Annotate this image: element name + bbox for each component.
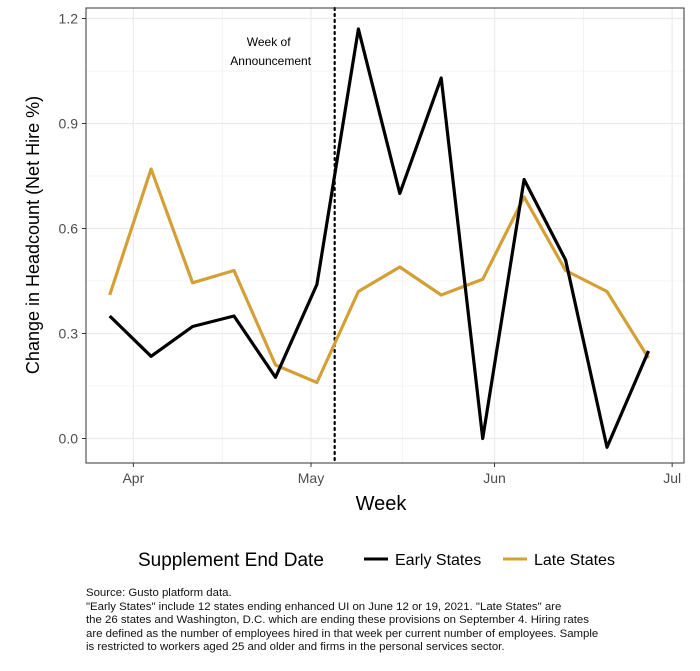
- series-line-early-states: [108, 27, 650, 449]
- x-tick-label: Jul: [663, 470, 681, 486]
- plot-panel-border: [85, 7, 685, 464]
- y-axis: 0.0 0.3 0.6 0.9 1.2: [59, 11, 86, 447]
- x-tick-label: Jun: [483, 470, 506, 486]
- legend: Supplement End Date Early States Late St…: [138, 550, 615, 571]
- announcement-marker: Week of Announcement: [230, 6, 336, 465]
- caption-line: "Early States" include 12 states ending …: [86, 600, 562, 613]
- y-tick-label: 0.3: [59, 326, 79, 342]
- x-tick-label: Apr: [122, 470, 144, 486]
- x-tick-label: May: [298, 470, 324, 486]
- line-chart: Week of Announcement 0.0 0.3 0.6 0.9 1.2 Apr M…: [23, 6, 685, 571]
- legend-label-late: Late States: [534, 552, 615, 569]
- announcement-label: Week of: [247, 35, 291, 49]
- chart-caption: Source: Gusto platform data. "Early Stat…: [86, 587, 686, 655]
- caption-line: the 26 states and Washington, D.C. which…: [86, 614, 589, 627]
- y-tick-label: 0.9: [59, 116, 79, 132]
- grid-lines: [86, 8, 684, 463]
- caption-source: Source: Gusto platform data.: [86, 587, 232, 599]
- y-tick-label: 0.6: [59, 221, 79, 237]
- series-layer: [108, 27, 650, 449]
- caption-line: are defined as the number of employees h…: [86, 627, 599, 640]
- y-tick-label: 0.0: [59, 431, 79, 447]
- announcement-label: Announcement: [230, 54, 311, 68]
- series-line-late-states: [108, 167, 650, 385]
- x-axis: Apr May Jun Jul: [122, 463, 681, 486]
- y-axis-label: Change in Headcount (Net Hire %): [23, 96, 43, 374]
- x-axis-label: Week: [356, 493, 408, 515]
- caption-line: is restricted to workers aged 25 and old…: [86, 641, 505, 654]
- legend-label-early: Early States: [395, 552, 481, 569]
- y-tick-label: 1.2: [59, 11, 79, 27]
- legend-title: Supplement End Date: [138, 550, 324, 571]
